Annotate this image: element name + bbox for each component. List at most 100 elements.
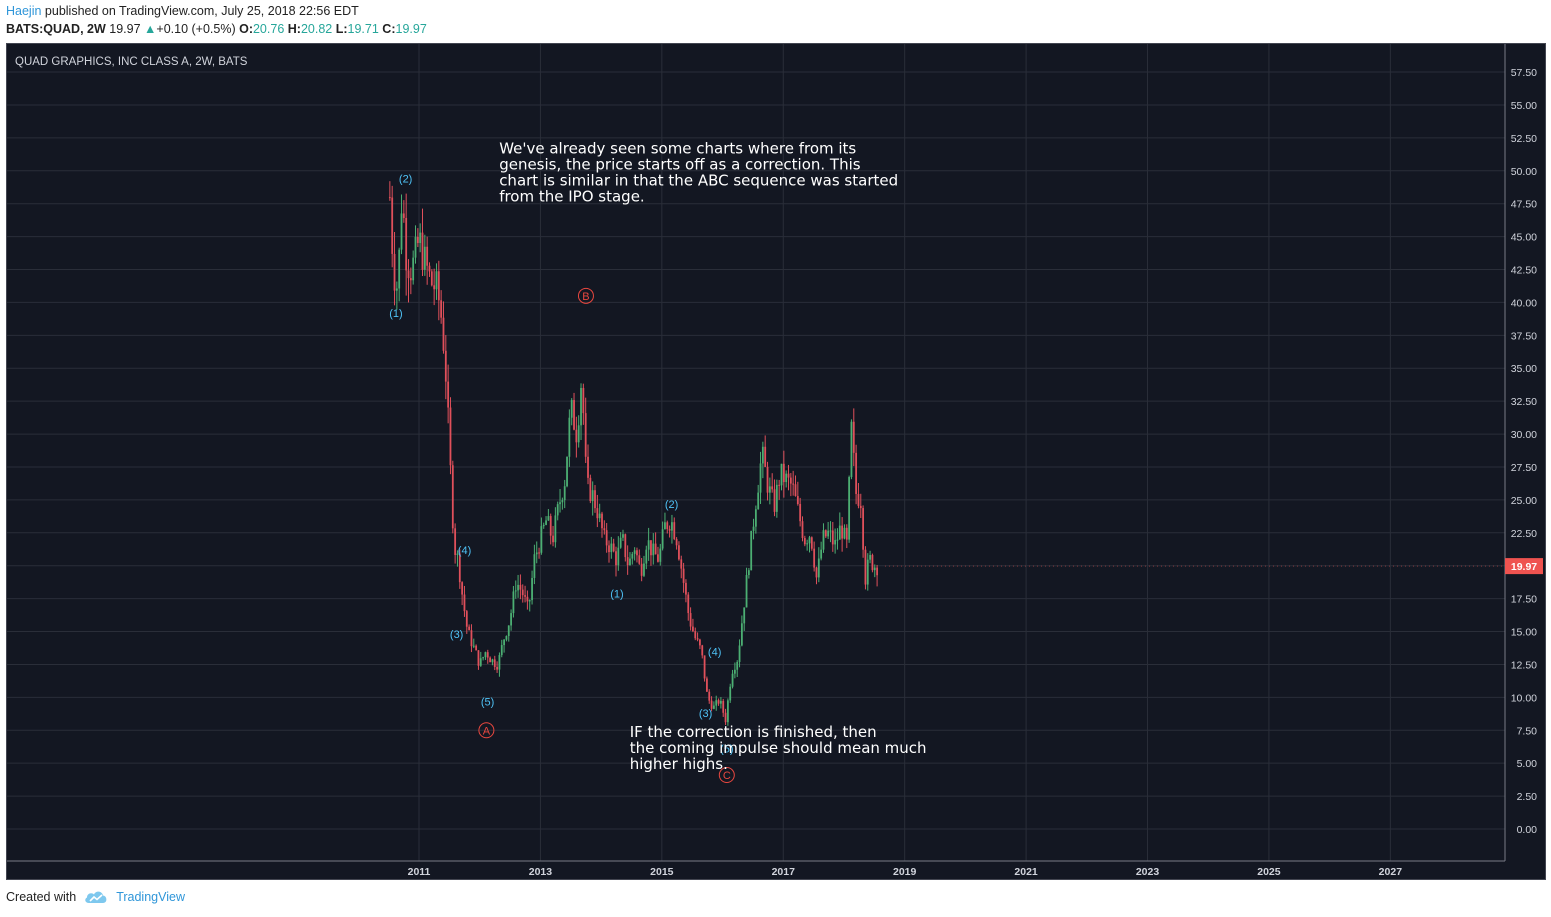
candle-body bbox=[687, 594, 690, 614]
candle-body bbox=[437, 271, 440, 301]
candle-body bbox=[526, 596, 529, 602]
candle-body bbox=[706, 678, 708, 692]
candle-body bbox=[724, 712, 727, 723]
candle-body bbox=[598, 513, 601, 519]
candle-body bbox=[799, 504, 802, 522]
candle-body bbox=[405, 217, 408, 271]
y-tick-label: 25.00 bbox=[1511, 495, 1537, 507]
y-tick-label: 22.50 bbox=[1511, 528, 1537, 540]
y-tick-label: 30.00 bbox=[1511, 429, 1537, 441]
candle-body bbox=[580, 387, 582, 426]
candle-body bbox=[407, 270, 410, 279]
candle-body bbox=[435, 271, 438, 290]
candle-body bbox=[845, 527, 848, 540]
candle-body bbox=[768, 486, 771, 493]
candle-body bbox=[388, 197, 391, 199]
x-tick-label: 2013 bbox=[529, 866, 553, 878]
y-tick-label: 40.00 bbox=[1511, 297, 1537, 309]
candle-body bbox=[773, 489, 776, 512]
author-link[interactable]: Haejin bbox=[6, 4, 42, 18]
candle-body bbox=[715, 700, 718, 706]
candle-body bbox=[673, 522, 676, 540]
footer: Created with TradingView bbox=[6, 890, 185, 904]
candle-body bbox=[699, 639, 701, 646]
tradingview-link[interactable]: TradingView bbox=[116, 890, 185, 904]
x-tick-label: 2011 bbox=[408, 866, 431, 878]
open-label: O: bbox=[239, 22, 253, 36]
candle-body bbox=[391, 197, 394, 254]
candle-body bbox=[643, 563, 645, 576]
candle-body bbox=[738, 645, 741, 662]
candle-body bbox=[736, 661, 739, 670]
candle-body bbox=[493, 659, 496, 667]
abc-label: B bbox=[582, 291, 589, 303]
candle-body bbox=[869, 555, 871, 560]
candle-body bbox=[521, 589, 524, 596]
candle-body bbox=[675, 539, 678, 546]
wave-label: (2) bbox=[665, 499, 678, 511]
y-tick-label: 35.00 bbox=[1511, 363, 1537, 375]
last-price: 19.97 bbox=[109, 22, 141, 36]
candle-body bbox=[584, 413, 587, 457]
candle-body bbox=[713, 705, 715, 709]
candle-body bbox=[808, 537, 811, 544]
candle-body bbox=[468, 626, 471, 631]
candle-body bbox=[813, 548, 816, 568]
chart-title: QUAD GRAPHICS, INC CLASS A, 2W, BATS bbox=[15, 56, 248, 68]
chart-panel[interactable]: (2) (1) (4) (3) (5) (1) (2) (4) (3) (5) A B C We've … bbox=[6, 43, 1546, 880]
x-tick-label: 2025 bbox=[1257, 866, 1281, 878]
candle-body bbox=[775, 484, 778, 512]
candle-body bbox=[603, 528, 606, 531]
x-tick-label: 2023 bbox=[1136, 866, 1160, 878]
candle-body bbox=[782, 463, 785, 483]
last-price-tag bbox=[1505, 558, 1543, 575]
candle-body bbox=[566, 456, 568, 487]
candle-body bbox=[549, 516, 552, 536]
x-tick-label: 2015 bbox=[650, 866, 674, 878]
candle-body bbox=[444, 350, 447, 382]
candle-body bbox=[510, 613, 512, 626]
candle-body bbox=[661, 529, 664, 549]
candle-body bbox=[484, 652, 487, 658]
candle-body bbox=[461, 582, 464, 595]
candle-body bbox=[757, 492, 760, 510]
symbol-label: BATS:QUAD, 2W bbox=[6, 22, 106, 36]
candle-body bbox=[745, 575, 748, 608]
candle-body bbox=[659, 548, 662, 562]
candle-body bbox=[631, 553, 634, 559]
candle-body bbox=[482, 657, 485, 659]
candle-body bbox=[817, 558, 820, 578]
candle-body bbox=[701, 645, 704, 656]
candle-body bbox=[489, 657, 492, 663]
candle-body bbox=[612, 543, 615, 552]
candle-body bbox=[519, 584, 522, 590]
candle-body bbox=[554, 515, 557, 543]
candle-body bbox=[393, 253, 396, 291]
candle-body bbox=[470, 630, 473, 647]
candle-body bbox=[638, 555, 641, 564]
candle-body bbox=[449, 407, 452, 466]
candle-body bbox=[771, 486, 774, 490]
price-chart[interactable]: (2) (1) (4) (3) (5) (1) (2) (4) (3) (5) A B C We've … bbox=[7, 44, 1545, 879]
candle-body bbox=[838, 525, 841, 540]
candle-body bbox=[766, 466, 769, 493]
candle-body bbox=[472, 645, 475, 647]
candle-body bbox=[759, 463, 762, 493]
candle-body bbox=[654, 543, 657, 555]
y-tick-label: 0.00 bbox=[1517, 824, 1538, 836]
candle-body bbox=[855, 452, 858, 494]
candle-body bbox=[647, 540, 650, 550]
wave-label: (1) bbox=[389, 308, 402, 320]
candle-body bbox=[479, 658, 482, 666]
candle-body bbox=[624, 534, 627, 558]
candle-body bbox=[426, 246, 429, 266]
candle-body bbox=[664, 522, 666, 530]
candle-body bbox=[871, 555, 874, 571]
candle-body bbox=[505, 636, 508, 640]
candle-body bbox=[671, 522, 673, 531]
candle-body bbox=[740, 623, 743, 646]
candle-body bbox=[577, 425, 580, 443]
candle-body bbox=[689, 613, 692, 627]
candle-body bbox=[491, 659, 494, 663]
candle-body bbox=[650, 540, 652, 556]
